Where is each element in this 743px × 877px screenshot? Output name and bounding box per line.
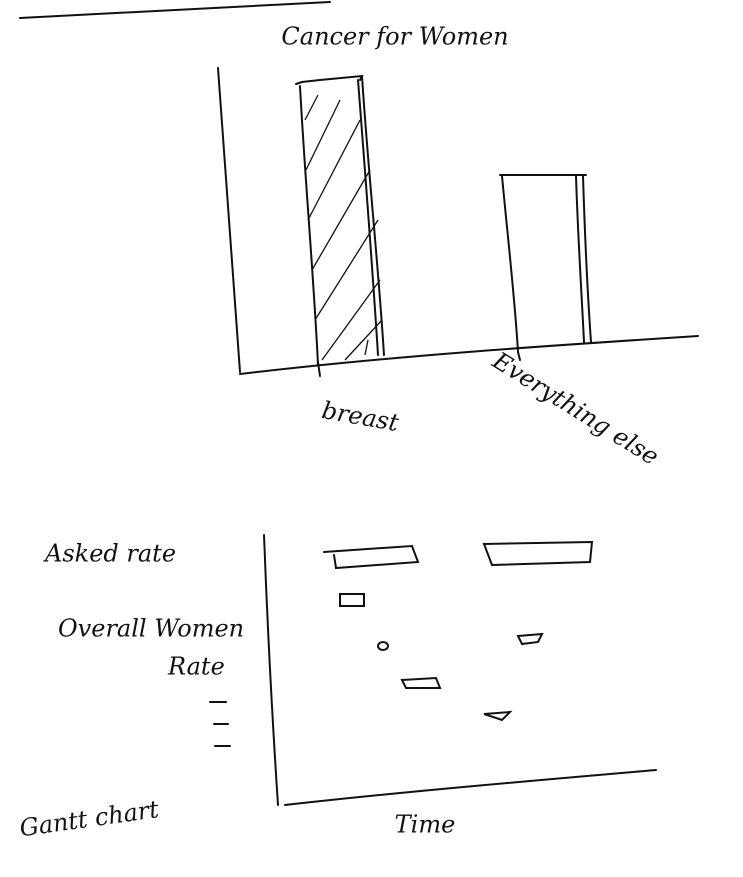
gantt-point — [377, 641, 389, 651]
row-label: Asked rate — [43, 540, 176, 568]
gantt-bar — [323, 544, 420, 570]
chart-title: Cancer for Women — [281, 23, 508, 51]
row-label: Overall Women — [58, 615, 244, 643]
gantt-bar — [483, 710, 513, 722]
tick — [517, 351, 521, 361]
dash-marks — [209, 701, 231, 747]
category-label: breast — [320, 396, 401, 437]
bar-everything-else — [499, 174, 592, 353]
gantt-bar — [516, 632, 544, 646]
y-axis — [263, 534, 279, 806]
note: Gantt chart — [18, 795, 161, 842]
gantt-bar — [482, 540, 594, 567]
x-axis-label: Time — [395, 811, 456, 839]
x-axis — [239, 335, 699, 375]
y-axis — [217, 67, 241, 373]
x-axis — [284, 769, 657, 806]
category-label: Everything else — [487, 346, 664, 471]
row-label: Rate — [167, 653, 225, 681]
tick — [317, 361, 321, 377]
bar-breast — [295, 74, 385, 366]
stray-line — [19, 1, 331, 19]
gantt-bar — [339, 593, 365, 607]
gantt-bar — [400, 676, 442, 689]
